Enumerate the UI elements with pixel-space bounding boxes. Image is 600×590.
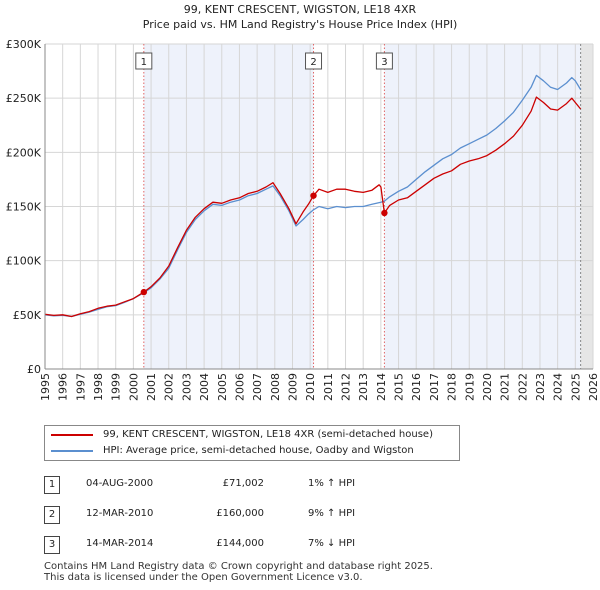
- transaction-date: 14-MAR-2014: [86, 538, 154, 549]
- x-tick-label: 2002: [163, 373, 176, 401]
- transaction-number-badge: 1: [44, 476, 60, 494]
- transaction-date: 12-MAR-2010: [86, 508, 154, 519]
- footer-line-copyright: Contains HM Land Registry data © Crown c…: [44, 561, 433, 572]
- footer-attribution: Contains HM Land Registry data © Crown c…: [44, 561, 433, 583]
- x-tick-label: 1998: [92, 373, 105, 401]
- x-tick-label: 2013: [357, 373, 370, 401]
- x-tick-label: 1995: [39, 373, 52, 401]
- sale-marker-label: 2: [310, 57, 316, 68]
- y-tick-label: £50K: [13, 309, 42, 322]
- x-tick-label: 2019: [463, 373, 476, 401]
- sale-point: [310, 192, 317, 199]
- x-tick-label: 2018: [446, 373, 459, 401]
- sale-point: [140, 288, 148, 296]
- x-tick-label: 1997: [74, 373, 87, 401]
- transaction-row: 3 14-MAR-2014 £144,000 7% ↓ HPI: [44, 536, 444, 554]
- x-tick-label: 2009: [286, 373, 299, 401]
- x-tick-label: 2022: [516, 373, 529, 401]
- x-tick-label: 2004: [198, 373, 211, 401]
- transaction-price: £160,000: [216, 508, 264, 519]
- x-tick-label: 2021: [499, 373, 512, 401]
- x-tick-label: 2024: [552, 373, 565, 401]
- y-tick-label: £200K: [6, 146, 42, 159]
- chart-title: 99, KENT CRESCENT, WIGSTON, LE18 4XR: [184, 3, 417, 16]
- x-tick-label: 2023: [534, 373, 547, 401]
- footer-line-licence: This data is licensed under the Open Gov…: [44, 572, 363, 583]
- legend-swatch-property: [51, 434, 93, 436]
- x-tick-label: 2011: [322, 373, 335, 401]
- chart-legend: 99, KENT CRESCENT, WIGSTON, LE18 4XR (se…: [44, 425, 460, 461]
- price-chart: 99, KENT CRESCENT, WIGSTON, LE18 4XR Pri…: [6, 3, 600, 401]
- sale-marker-box: [375, 52, 393, 70]
- sale-marker-label: 3: [381, 57, 387, 68]
- x-tick-label: 2025: [569, 373, 582, 401]
- transaction-row: 1 04-AUG-2000 £71,002 1% ↑ HPI: [44, 476, 444, 494]
- x-tick-label: 2001: [145, 373, 158, 401]
- chart-subtitle: Price paid vs. HM Land Registry's House …: [143, 18, 458, 31]
- x-tick-label: 2008: [269, 373, 282, 401]
- sale-point: [381, 209, 388, 217]
- transaction-price: £71,002: [222, 478, 264, 489]
- legend-label-hpi: HPI: Average price, semi-detached house,…: [103, 445, 414, 456]
- x-tick-label: 1996: [57, 373, 70, 401]
- transaction-date: 04-AUG-2000: [86, 478, 154, 489]
- y-tick-label: £150K: [6, 201, 42, 214]
- sale-marker-label: 1: [141, 57, 147, 68]
- x-tick-label: 1999: [110, 373, 123, 401]
- transaction-price: £144,000: [216, 538, 264, 549]
- x-tick-label: 2010: [304, 373, 317, 401]
- x-tick-label: 2006: [233, 373, 246, 401]
- x-tick-label: 2015: [393, 373, 406, 401]
- y-tick-label: £250K: [6, 92, 42, 105]
- sale-marker-box: [305, 52, 323, 70]
- legend-label-property: 99, KENT CRESCENT, WIGSTON, LE18 4XR (se…: [103, 429, 433, 440]
- x-tick-label: 2020: [481, 373, 494, 401]
- x-tick-label: 2014: [375, 373, 388, 401]
- x-tick-label: 2016: [410, 373, 423, 401]
- x-tick-label: 2017: [428, 373, 441, 401]
- x-tick-label: 2005: [216, 373, 229, 401]
- transaction-number-badge: 3: [44, 536, 60, 554]
- transaction-row: 2 12-MAR-2010 £160,000 9% ↑ HPI: [44, 506, 444, 524]
- y-tick-label: £300K: [6, 38, 42, 51]
- x-tick-label: 2026: [587, 373, 600, 401]
- transaction-number-badge: 2: [44, 506, 60, 524]
- transaction-hpi-diff: 9% ↑ HPI: [308, 508, 356, 519]
- transaction-hpi-diff: 1% ↑ HPI: [308, 478, 356, 489]
- sale-marker-box: [135, 52, 153, 70]
- x-tick-label: 2012: [340, 373, 353, 401]
- transaction-hpi-diff: 7% ↓ HPI: [308, 538, 356, 549]
- x-tick-label: 2007: [251, 373, 264, 401]
- x-tick-label: 2000: [127, 373, 140, 401]
- y-tick-label: £0: [27, 363, 41, 376]
- y-tick-label: £100K: [6, 255, 42, 268]
- legend-swatch-hpi: [51, 450, 93, 452]
- x-tick-label: 2003: [180, 373, 193, 401]
